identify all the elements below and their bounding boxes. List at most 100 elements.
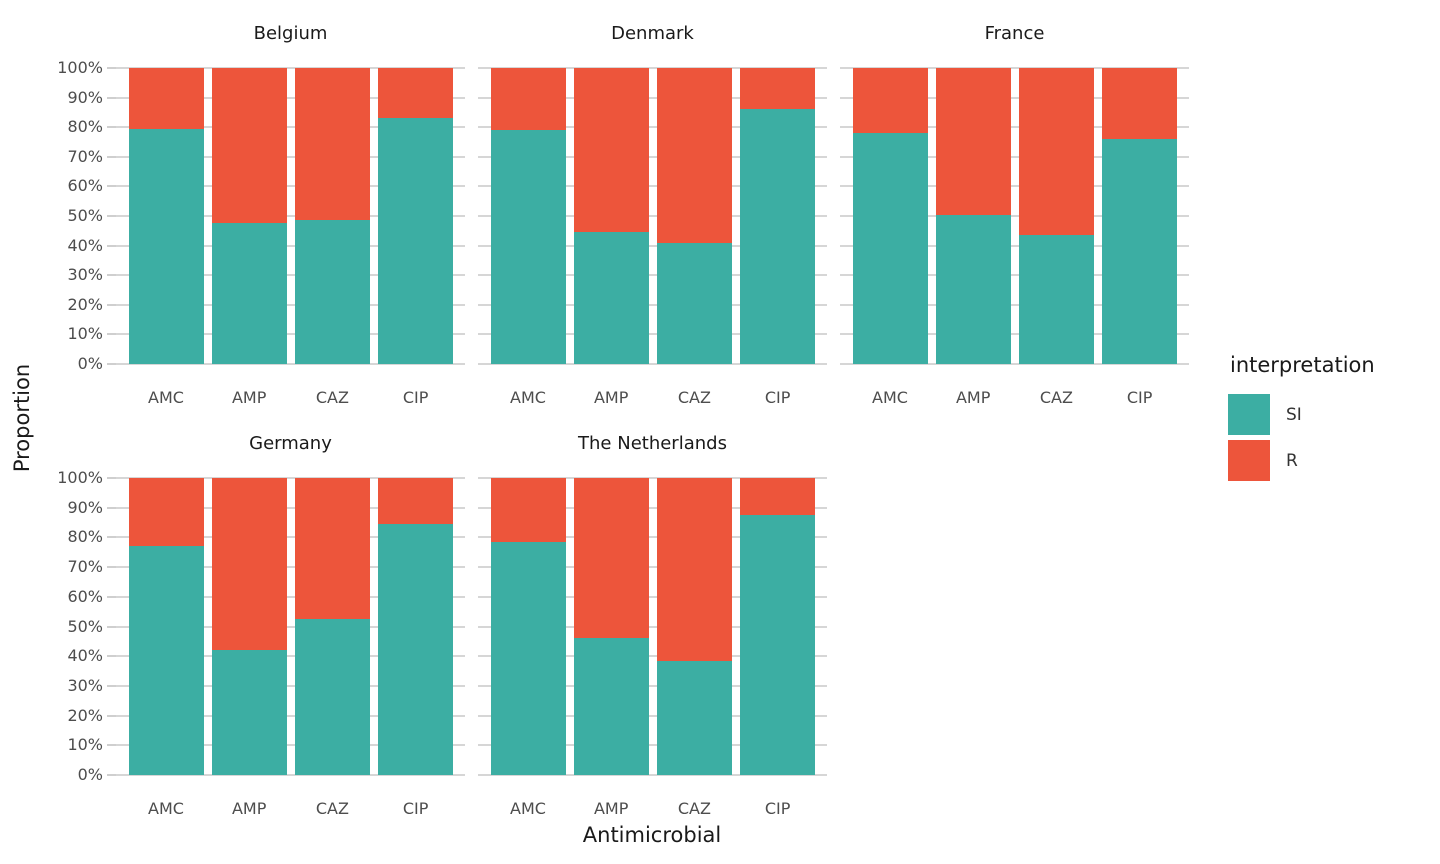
gridline — [840, 215, 1189, 217]
x-tick-label: AMC — [510, 799, 546, 818]
facet-title: Belgium — [253, 23, 328, 44]
gridline — [478, 684, 827, 687]
gridline — [116, 303, 465, 306]
gridline — [840, 333, 1189, 336]
x-tick-label: CAZ — [315, 799, 349, 818]
y-tick-label: 80% — [67, 117, 103, 137]
gridline — [478, 714, 827, 717]
gridline — [116, 536, 465, 539]
gridline — [116, 244, 465, 247]
gridline — [116, 714, 465, 717]
bar-segment-si — [294, 220, 370, 364]
legend-item-si: SI — [1228, 394, 1375, 435]
si-color-swatch — [1228, 394, 1270, 435]
y-tick — [107, 96, 116, 99]
y-tick — [107, 215, 116, 217]
gridline — [478, 274, 827, 277]
bar-segment-si — [573, 638, 649, 775]
facet-panel — [116, 477, 465, 776]
bar-segment-si — [740, 515, 816, 775]
gridline — [116, 215, 465, 217]
stacked-bar — [1102, 68, 1178, 364]
stacked-bar — [740, 68, 816, 364]
gridline — [116, 506, 465, 509]
bar-segment-r — [740, 478, 816, 516]
gridline — [116, 185, 465, 188]
stacked-bar — [935, 68, 1011, 364]
y-tick — [107, 595, 116, 598]
bar-segment-si — [656, 242, 732, 364]
y-tick — [107, 67, 116, 69]
stacked-bar — [211, 478, 287, 775]
bar-segment-si — [211, 650, 287, 775]
bar-segment-r — [128, 68, 204, 129]
bar-segment-r — [294, 68, 370, 221]
bar-segment-si — [740, 109, 816, 364]
stacked-bar — [128, 68, 204, 364]
bar-segment-si — [656, 660, 732, 775]
gridline — [478, 625, 827, 628]
gridline — [478, 506, 827, 509]
y-tick-label: 20% — [67, 705, 103, 725]
facet-panel — [840, 67, 1189, 365]
bar-segment-si — [935, 214, 1011, 364]
gridline — [478, 303, 827, 306]
y-tick — [107, 303, 116, 306]
y-tick-label: 70% — [67, 557, 103, 577]
gridline — [478, 96, 827, 99]
stacked-bar — [573, 478, 649, 775]
gridline — [478, 215, 827, 217]
bar-segment-r — [852, 68, 928, 134]
stacked-bar — [128, 478, 204, 775]
y-tick-label: 90% — [67, 497, 103, 517]
gridline — [478, 744, 827, 747]
bar-segment-r — [656, 478, 732, 661]
gridline — [116, 67, 465, 69]
stacked-bar — [740, 478, 816, 775]
bar-segment-si — [1102, 139, 1178, 364]
stacked-bar — [294, 478, 370, 775]
gridline — [478, 655, 827, 658]
y-tick-label: 40% — [67, 235, 103, 255]
x-tick-label: CIP — [1126, 388, 1153, 407]
legend-item-r: R — [1228, 440, 1375, 481]
bar-segment-r — [211, 478, 287, 651]
y-tick-label: 0% — [77, 354, 103, 373]
bar-segment-si — [294, 619, 370, 775]
y-tick — [107, 477, 116, 479]
gridline — [478, 67, 827, 69]
bar-segment-si — [211, 223, 287, 364]
y-tick — [107, 274, 116, 277]
facet-title: The Netherlands — [578, 433, 727, 454]
y-tick-label: 30% — [67, 265, 103, 285]
bar-segment-si — [852, 133, 928, 364]
gridline — [116, 625, 465, 628]
gridline — [116, 96, 465, 99]
bar-segment-r — [1102, 68, 1178, 140]
x-tick-label: AMC — [510, 388, 546, 407]
bar-segment-si — [378, 118, 454, 364]
y-tick-label: 0% — [77, 765, 103, 784]
gridline — [116, 744, 465, 747]
gridline — [840, 67, 1189, 69]
x-tick-label: CIP — [402, 388, 429, 407]
gridline — [840, 96, 1189, 99]
bar-segment-si — [128, 128, 204, 364]
bar-segment-si — [490, 130, 566, 364]
x-tick-label: CAZ — [677, 799, 711, 818]
gridline — [840, 126, 1189, 129]
gridline — [116, 155, 465, 158]
y-tick-label: 100% — [57, 468, 103, 487]
x-tick-label: AMP — [231, 388, 267, 407]
gridline — [840, 155, 1189, 158]
y-tick — [107, 506, 116, 509]
bar-segment-r — [1018, 68, 1094, 236]
gridline — [840, 244, 1189, 247]
y-tick-label: 60% — [67, 586, 103, 606]
y-tick — [107, 566, 116, 569]
y-tick — [107, 625, 116, 628]
stacked-bar — [656, 68, 732, 364]
bar-segment-r — [490, 68, 566, 131]
y-tick — [107, 744, 116, 747]
stacked-bar — [378, 68, 454, 364]
